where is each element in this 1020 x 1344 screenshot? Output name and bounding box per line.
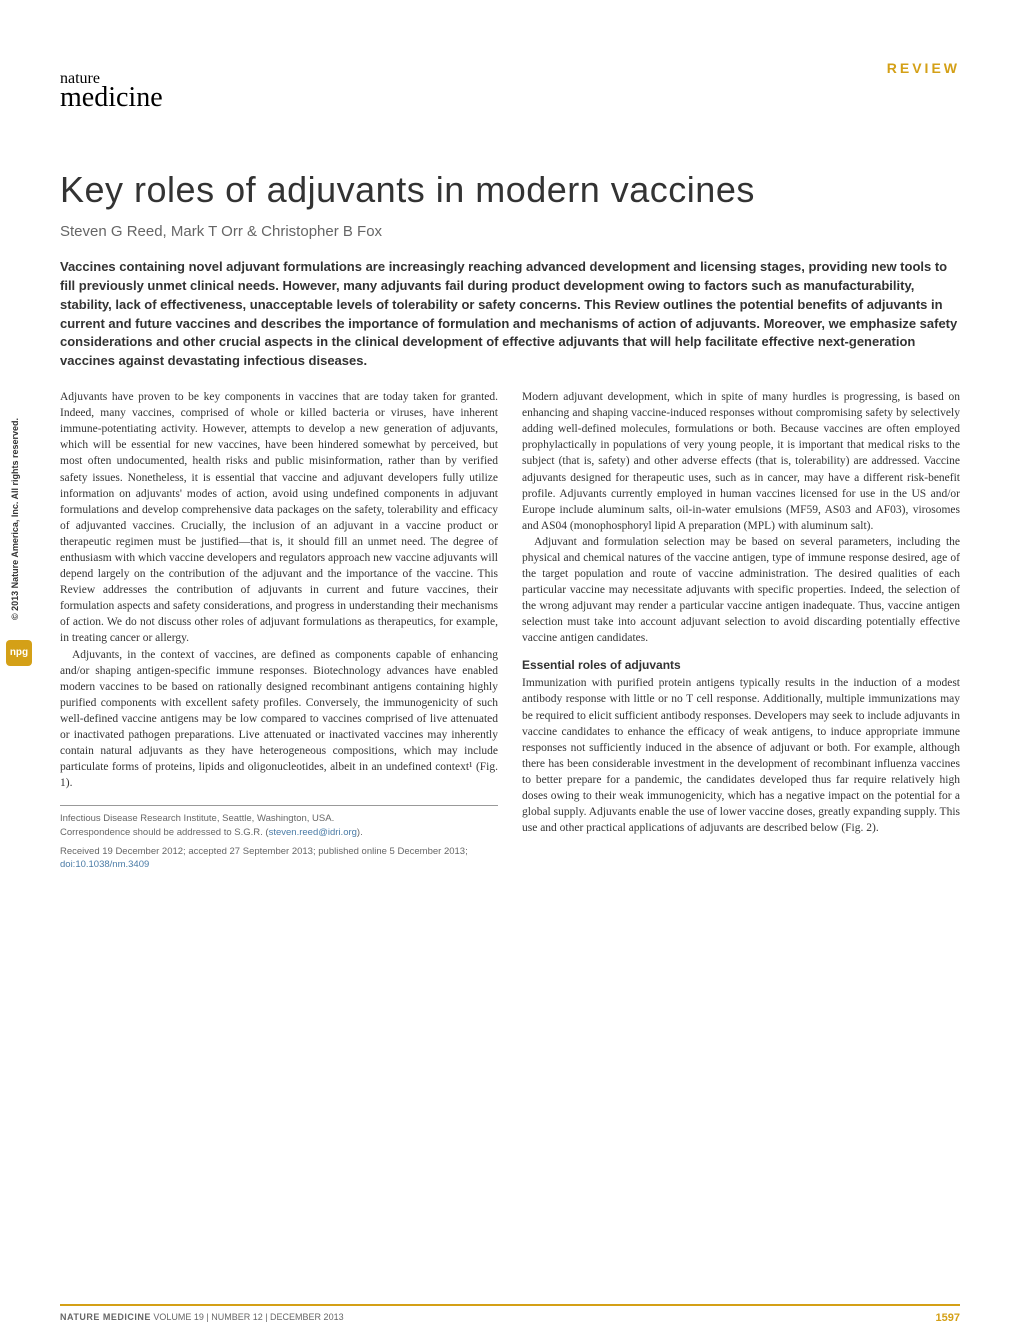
review-label: REVIEW <box>887 60 960 76</box>
footer-journal-name: NATURE MEDICINE <box>60 1312 151 1322</box>
copyright-sidebar: © 2013 Nature America, Inc. All rights r… <box>10 418 20 620</box>
footer-page-number: 1597 <box>936 1312 960 1324</box>
affiliation-text: Correspondence should be addressed to S.… <box>60 827 269 838</box>
article-title: Key roles of adjuvants in modern vaccine… <box>60 169 960 211</box>
affiliation-text: Infectious Disease Research Institute, S… <box>60 813 334 824</box>
doi-link[interactable]: doi:10.1038/nm.3409 <box>60 859 149 870</box>
footer-volume-info: VOLUME 19 | NUMBER 12 | DECEMBER 2013 <box>151 1312 344 1322</box>
header-section: REVIEW nature medicine <box>60 70 960 114</box>
footer-citation: NATURE MEDICINE VOLUME 19 | NUMBER 12 | … <box>60 1312 344 1324</box>
affiliation-block: Infectious Disease Research Institute, S… <box>60 805 498 871</box>
journal-name-medicine: medicine <box>60 82 960 114</box>
body-paragraph: Immunization with purified protein antig… <box>522 675 960 836</box>
journal-logo: nature medicine <box>60 70 960 114</box>
body-paragraph: Adjuvants, in the context of vaccines, a… <box>60 647 498 792</box>
affiliation-text: ). <box>357 827 363 838</box>
email-link[interactable]: steven.reed@idri.org <box>269 827 357 838</box>
body-paragraph: Adjuvants have proven to be key componen… <box>60 389 498 647</box>
affiliation-text: Received 19 December 2012; accepted 27 S… <box>60 846 468 857</box>
body-content: Adjuvants have proven to be key componen… <box>60 389 960 872</box>
section-heading: Essential roles of adjuvants <box>522 657 960 674</box>
body-paragraph: Modern adjuvant development, which in sp… <box>522 389 960 534</box>
abstract: Vaccines containing novel adjuvant formu… <box>60 258 960 371</box>
body-paragraph: Adjuvant and formulation selection may b… <box>522 534 960 647</box>
page-container: © 2013 Nature America, Inc. All rights r… <box>0 0 1020 1344</box>
npg-badge: npg <box>6 640 32 666</box>
footer: NATURE MEDICINE VOLUME 19 | NUMBER 12 | … <box>60 1304 960 1324</box>
authors: Steven G Reed, Mark T Orr & Christopher … <box>60 223 960 240</box>
